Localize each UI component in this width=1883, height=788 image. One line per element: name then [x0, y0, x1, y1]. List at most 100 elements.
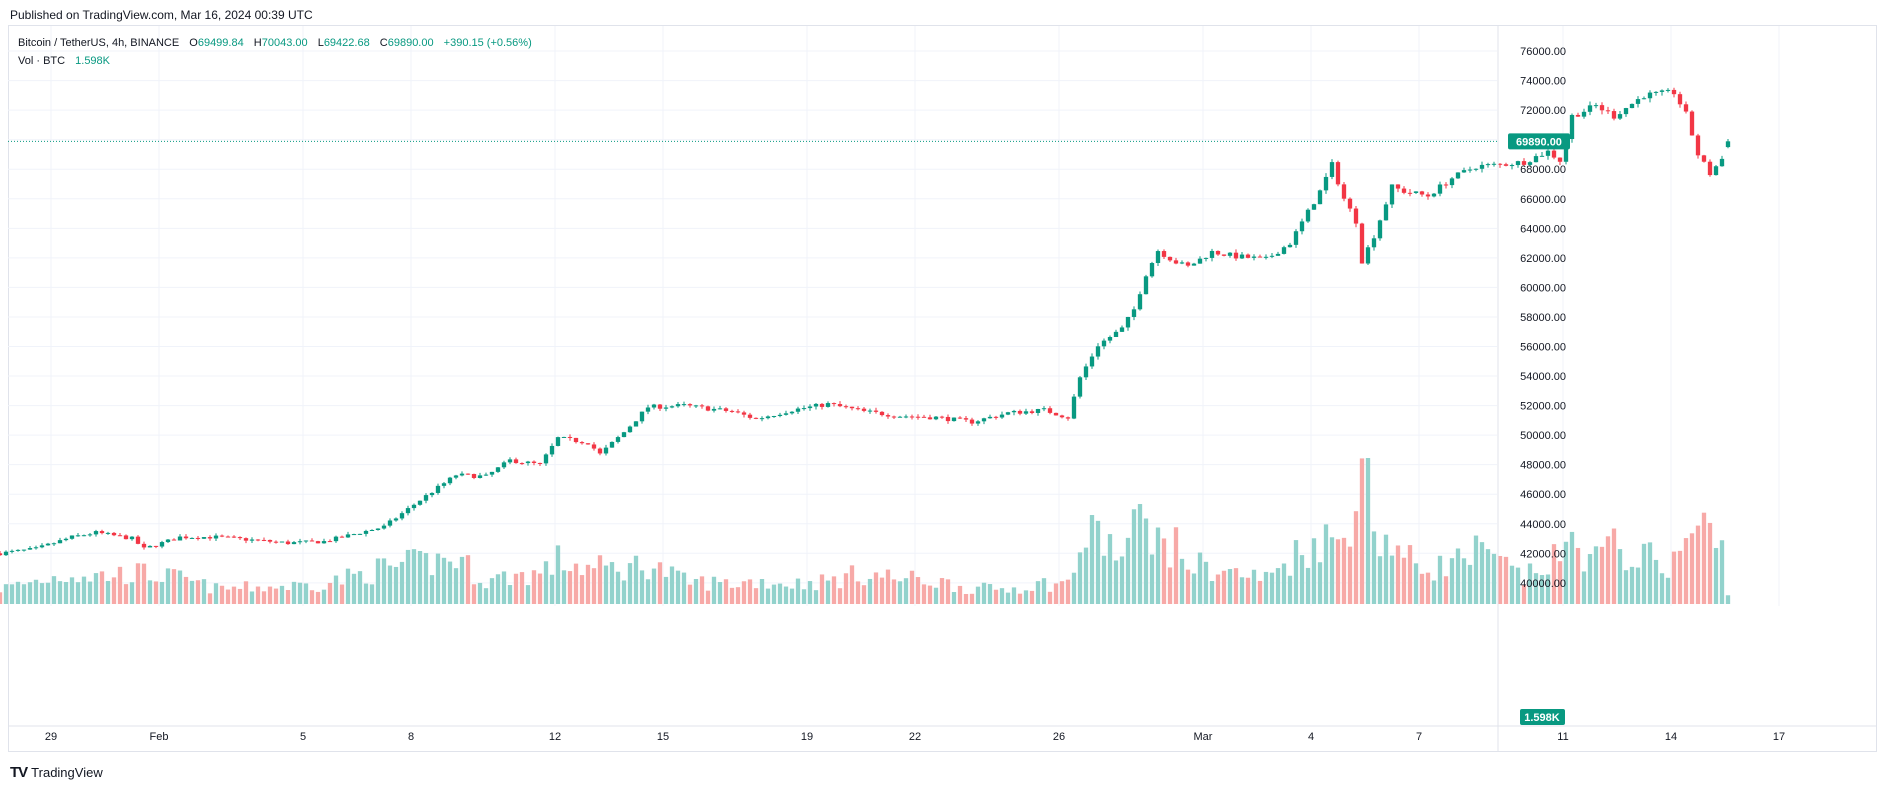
volume-bar — [1377, 556, 1383, 604]
volume-bar — [1119, 556, 1125, 604]
candle-body — [1593, 105, 1599, 107]
candle-body — [1371, 238, 1377, 248]
volume-bar — [1665, 577, 1671, 604]
volume-value: 1.598K — [75, 55, 111, 67]
volume-bar — [771, 584, 777, 604]
volume-bar — [855, 581, 861, 604]
volume-bar — [951, 591, 957, 604]
candle-body — [1509, 165, 1515, 167]
candle-body — [813, 403, 819, 407]
candle-body — [1011, 410, 1017, 413]
candle-body — [165, 539, 171, 543]
candle-body — [63, 538, 69, 541]
volume-bar — [357, 571, 363, 604]
candle-body — [633, 421, 639, 427]
volume-bar — [1479, 542, 1485, 604]
volume-bar — [1185, 569, 1191, 604]
candle-body — [1473, 168, 1479, 170]
candle-body — [117, 535, 123, 537]
volume-bar — [1383, 534, 1389, 604]
x-tick-label: 19 — [801, 731, 813, 743]
candle-body — [909, 416, 915, 418]
volume-bar — [627, 563, 633, 604]
candle-body — [303, 540, 309, 542]
volume-bar — [687, 584, 693, 604]
volume-bar — [1653, 559, 1659, 604]
volume-bar — [393, 566, 399, 604]
candle-body — [1713, 166, 1719, 176]
candle-body — [1467, 169, 1473, 171]
candle-body — [309, 540, 315, 542]
candle-body — [447, 477, 453, 484]
volume-bar — [1167, 567, 1173, 604]
volume-bar — [1023, 590, 1029, 604]
footer-brand[interactable]: TradingView — [31, 765, 103, 780]
volume-bar — [585, 564, 591, 604]
volume-bar — [1179, 558, 1185, 604]
volume-bar — [315, 591, 321, 604]
candle-body — [729, 410, 735, 412]
candle-body — [195, 537, 201, 539]
candle-body — [933, 416, 939, 420]
volume-bar — [969, 593, 975, 604]
tradingview-logo-icon[interactable]: TV — [10, 764, 28, 781]
candle-body — [1365, 247, 1371, 264]
price-axis[interactable]: 40000.00 42000.00 44000.00 46000.00 48000.00… — [1497, 26, 1570, 752]
candle-body — [1275, 253, 1281, 256]
candle-body — [1605, 110, 1611, 112]
candle-body — [15, 549, 21, 551]
volume-bar — [1395, 545, 1401, 604]
candle-body — [1707, 161, 1713, 176]
candle-body — [1185, 262, 1191, 266]
volume-bar — [1707, 522, 1713, 604]
volume-bar — [921, 584, 927, 604]
candle-body — [645, 407, 651, 412]
volume-bar — [1329, 537, 1335, 604]
candle-body — [1233, 252, 1239, 259]
candle-body — [1203, 257, 1209, 259]
candle-body — [801, 408, 807, 410]
volume-bar — [1683, 538, 1689, 604]
volume-bar — [1485, 549, 1491, 604]
volume-bar — [633, 555, 639, 604]
candle-body — [1179, 262, 1185, 264]
candle-body — [1155, 251, 1161, 264]
candle-body — [627, 426, 633, 433]
volume-bar — [759, 579, 765, 604]
volume-bar — [159, 581, 165, 604]
candle-body — [957, 417, 963, 419]
volume-label[interactable]: Vol · BTC — [18, 55, 66, 67]
candle-body — [1485, 164, 1491, 166]
volume-bar — [1725, 595, 1731, 604]
y-tick-label: 50000.00 — [1520, 430, 1566, 442]
volume-bar — [1629, 566, 1635, 604]
volume-bar — [1491, 553, 1497, 604]
candle-body — [1173, 260, 1179, 264]
candle-body — [1383, 204, 1389, 221]
candle-body — [543, 454, 549, 464]
volume-bar — [1245, 577, 1251, 604]
volume-bar — [1269, 572, 1275, 604]
x-tick-label: 29 — [45, 731, 57, 743]
volume-bar — [1533, 573, 1539, 604]
time-axis[interactable]: 29 Feb 5 8 12 15 19 22 26 Mar 4 7 11 14 17 — [8, 725, 1876, 743]
candle-body — [1539, 155, 1545, 157]
candle-body — [1527, 162, 1533, 165]
volume-bar — [1101, 555, 1107, 604]
symbol-title[interactable]: Bitcoin / TetherUS, 4h, BINANCE — [18, 37, 180, 49]
candle-body — [111, 532, 117, 536]
volume-bar — [1257, 580, 1263, 604]
candle-body — [1641, 98, 1647, 100]
candle-body — [81, 535, 87, 537]
candle-body — [795, 408, 801, 412]
volume-bar — [477, 582, 483, 604]
candlesticks — [0, 87, 1731, 556]
candle-body — [765, 416, 771, 419]
candle-body — [1281, 247, 1287, 254]
volume-bar — [345, 568, 351, 604]
candle-body — [9, 550, 15, 552]
volume-bar — [1497, 555, 1503, 604]
volume-bar — [1155, 527, 1161, 604]
candle-body — [369, 530, 375, 532]
